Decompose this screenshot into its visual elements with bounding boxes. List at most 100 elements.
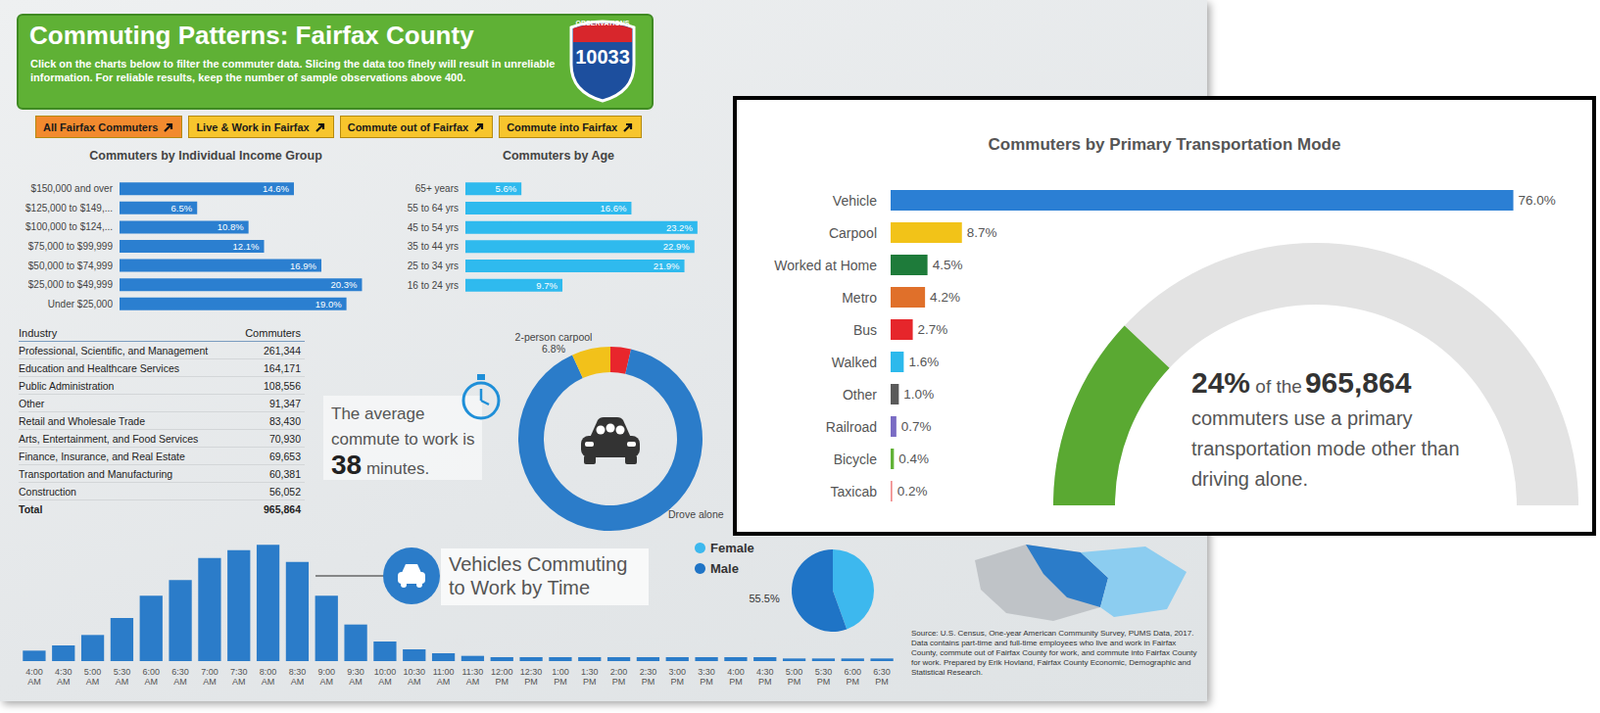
svg-text:55.5%: 55.5%: [748, 592, 779, 605]
svg-text:6:00: 6:00: [843, 667, 862, 678]
svg-text:AM: AM: [290, 677, 305, 687]
svg-text:PM: PM: [641, 677, 656, 687]
svg-text:16.6%: 16.6%: [600, 202, 628, 214]
svg-text:Female: Female: [710, 540, 755, 556]
svg-text:6:00: 6:00: [142, 667, 160, 678]
svg-text:PM: PM: [817, 677, 831, 687]
svg-text:9:30: 9:30: [346, 667, 365, 678]
svg-text:$125,000 to $149,...: $125,000 to $149,...: [25, 202, 113, 214]
svg-text:Under $25,000: Under $25,000: [48, 298, 114, 310]
svg-text:Bus: Bus: [853, 322, 877, 339]
svg-text:6:30: 6:30: [171, 667, 190, 678]
svg-text:4.5%: 4.5%: [932, 257, 964, 273]
svg-text:6.8%: 6.8%: [541, 342, 566, 355]
svg-text:2:30: 2:30: [639, 667, 658, 678]
svg-text:PM: PM: [699, 677, 714, 687]
svg-text:6.5%: 6.5%: [171, 202, 194, 214]
svg-text:76.0%: 76.0%: [1518, 193, 1556, 208]
svg-text:11:30: 11:30: [461, 667, 484, 678]
svg-text:45 to 54 yrs: 45 to 54 yrs: [407, 222, 459, 234]
svg-text:$75,000 to $99,999: $75,000 to $99,999: [28, 241, 114, 252]
svg-text:8:30: 8:30: [289, 667, 307, 678]
svg-text:23.2%: 23.2%: [666, 222, 693, 234]
svg-text:2.7%: 2.7%: [918, 322, 949, 338]
svg-text:PM: PM: [582, 677, 597, 687]
svg-text:3:30: 3:30: [697, 667, 716, 678]
svg-text:AM: AM: [466, 677, 481, 687]
svg-text:Drove alone: Drove alone: [668, 508, 725, 521]
svg-text:11:00: 11:00: [433, 667, 455, 678]
svg-text:2:00: 2:00: [610, 667, 629, 678]
svg-text:AM: AM: [436, 677, 451, 687]
svg-text:AM: AM: [145, 677, 159, 687]
svg-text:PM: PM: [874, 677, 889, 687]
svg-text:7:30: 7:30: [230, 667, 248, 678]
svg-text:2-person carpool: 2-person carpool: [515, 331, 593, 343]
svg-text:5:30: 5:30: [113, 667, 132, 678]
svg-text:0.7%: 0.7%: [901, 419, 932, 435]
svg-text:Carpool: Carpool: [828, 225, 877, 242]
svg-text:PM: PM: [787, 677, 802, 687]
svg-text:Vehicle: Vehicle: [832, 193, 877, 209]
svg-text:Walked: Walked: [831, 354, 877, 371]
svg-text:AM: AM: [115, 677, 130, 687]
svg-text:Other: Other: [842, 387, 877, 403]
svg-text:$100,000 to $124,...: $100,000 to $124,...: [25, 221, 113, 233]
svg-text:AM: AM: [173, 677, 188, 687]
svg-text:$50,000 to $74,999: $50,000 to $74,999: [28, 260, 114, 272]
svg-text:Male: Male: [710, 561, 739, 577]
svg-text:12:30: 12:30: [520, 667, 543, 678]
svg-text:1.6%: 1.6%: [908, 354, 939, 370]
svg-text:10:00: 10:00: [374, 667, 397, 678]
svg-text:Bicycle: Bicycle: [833, 451, 878, 468]
svg-text:12.1%: 12.1%: [233, 241, 260, 252]
svg-text:5:00: 5:00: [785, 667, 804, 678]
svg-text:8.7%: 8.7%: [967, 225, 998, 241]
svg-text:4:00: 4:00: [727, 667, 745, 678]
svg-text:Taxicab: Taxicab: [830, 484, 878, 500]
svg-text:AM: AM: [407, 677, 422, 687]
svg-text:19.0%: 19.0%: [315, 298, 342, 310]
svg-text:16 to 24 yrs: 16 to 24 yrs: [407, 280, 459, 291]
svg-text:5.6%: 5.6%: [495, 183, 518, 194]
svg-text:Metro: Metro: [841, 290, 877, 306]
svg-text:0.4%: 0.4%: [898, 451, 929, 467]
svg-text:Railroad: Railroad: [825, 419, 877, 436]
svg-text:20.3%: 20.3%: [331, 279, 358, 291]
svg-text:PM: PM: [524, 677, 538, 687]
svg-text:10:30: 10:30: [402, 667, 426, 678]
svg-text:5:00: 5:00: [84, 667, 102, 678]
svg-text:21.9%: 21.9%: [653, 260, 680, 272]
svg-text:AM: AM: [86, 677, 100, 687]
svg-text:AM: AM: [348, 677, 363, 687]
svg-text:Worked at Home: Worked at Home: [774, 257, 877, 274]
svg-text:7:00: 7:00: [200, 667, 219, 678]
svg-text:$25,000 to $49,999: $25,000 to $49,999: [28, 279, 114, 291]
svg-text:$150,000 and over: $150,000 and over: [31, 183, 114, 194]
svg-text:PM: PM: [758, 677, 773, 687]
svg-text:14.6%: 14.6%: [262, 183, 290, 194]
svg-text:AM: AM: [202, 677, 217, 687]
svg-text:9:00: 9:00: [317, 667, 336, 678]
svg-text:22.9%: 22.9%: [663, 241, 690, 252]
svg-text:AM: AM: [232, 677, 246, 687]
svg-text:AM: AM: [261, 677, 276, 687]
svg-text:PM: PM: [612, 677, 627, 687]
svg-text:4.2%: 4.2%: [929, 290, 961, 305]
svg-text:55 to 64 yrs: 55 to 64 yrs: [407, 202, 459, 214]
svg-text:PM: PM: [553, 677, 568, 687]
svg-text:6:30: 6:30: [872, 667, 891, 678]
svg-text:4:30: 4:30: [54, 667, 73, 678]
svg-text:PM: PM: [671, 677, 685, 687]
svg-text:4:00: 4:00: [25, 667, 44, 678]
svg-text:AM: AM: [56, 677, 71, 687]
svg-text:12:00: 12:00: [490, 667, 514, 678]
svg-text:3:00: 3:00: [668, 667, 686, 678]
svg-text:1.0%: 1.0%: [903, 387, 934, 402]
svg-text:AM: AM: [27, 677, 42, 687]
svg-text:65+ years: 65+ years: [415, 183, 459, 194]
svg-text:PM: PM: [846, 677, 861, 687]
svg-text:5:30: 5:30: [815, 667, 833, 678]
svg-text:16.9%: 16.9%: [290, 260, 317, 272]
svg-text:9.7%: 9.7%: [535, 280, 558, 291]
